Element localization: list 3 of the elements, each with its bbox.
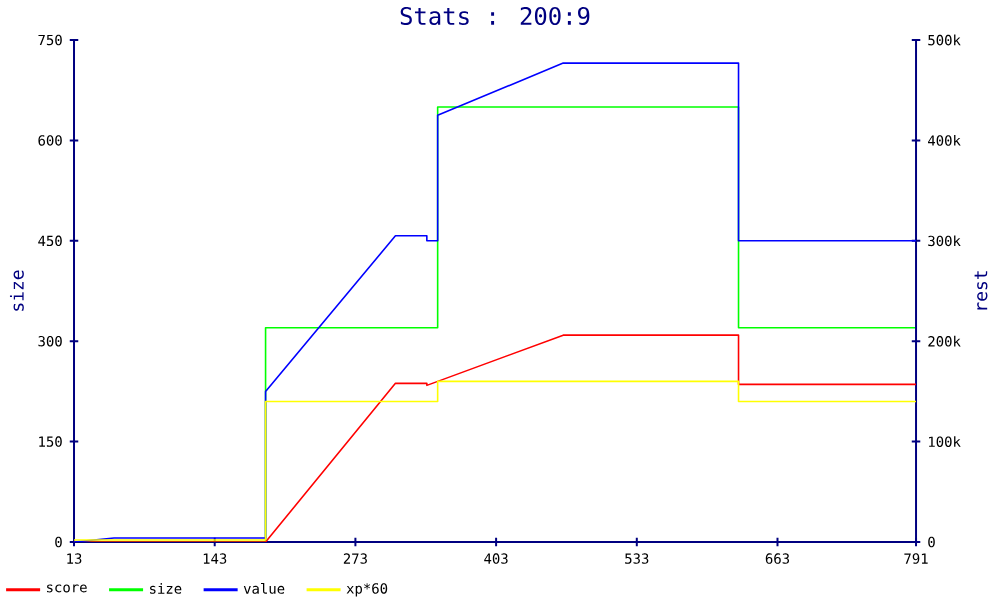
y-axis-title: size bbox=[9, 270, 24, 311]
chart-title: Stats : 200:9 bbox=[400, 6, 590, 26]
y2-axis-title: rest bbox=[974, 271, 988, 310]
